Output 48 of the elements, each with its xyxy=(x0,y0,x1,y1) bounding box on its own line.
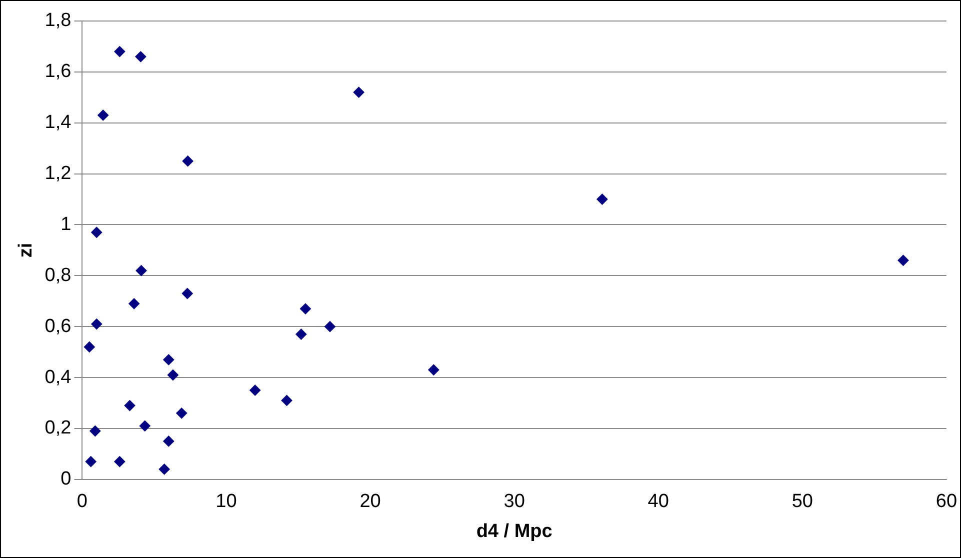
point xyxy=(136,265,147,276)
y-tick-label: 0,4 xyxy=(44,366,72,388)
point xyxy=(114,456,126,468)
point xyxy=(128,298,140,310)
point xyxy=(135,51,146,62)
point xyxy=(167,369,178,380)
point xyxy=(85,456,96,468)
point xyxy=(353,86,364,98)
point xyxy=(898,254,909,266)
x-axis-title: d4 / Mpc xyxy=(476,520,553,542)
y-tick-label: 0 xyxy=(60,468,72,490)
y-axis-title: zi xyxy=(16,242,37,258)
point xyxy=(281,394,292,406)
point xyxy=(596,194,608,205)
x-tick-label: 50 xyxy=(792,491,813,512)
x-tick-label: 20 xyxy=(360,491,381,512)
y-tick-label: 1,6 xyxy=(44,61,72,82)
x-tick-label: 60 xyxy=(936,491,958,512)
x-tick-label: 0 xyxy=(76,491,88,512)
point xyxy=(91,318,102,330)
x-tick-label: 10 xyxy=(216,491,237,512)
x-tick-label: 40 xyxy=(648,491,669,512)
point xyxy=(84,341,95,352)
point xyxy=(124,400,136,412)
point xyxy=(176,408,188,419)
point xyxy=(428,364,440,376)
y-tick-label: 1,4 xyxy=(44,112,72,134)
point xyxy=(98,110,109,121)
point xyxy=(90,426,101,437)
point xyxy=(250,384,261,396)
point xyxy=(139,420,150,432)
x-tick-label: 30 xyxy=(504,491,525,512)
point xyxy=(300,303,311,314)
point xyxy=(324,321,336,332)
point xyxy=(182,156,194,167)
y-tick-label: 0,6 xyxy=(44,316,72,337)
y-tick-label: 1,2 xyxy=(44,163,72,184)
point xyxy=(182,288,193,299)
y-tick-label: 0,8 xyxy=(44,264,72,286)
y-tick-label: 1 xyxy=(60,214,72,235)
y-tick-label: 1,8 xyxy=(44,10,72,32)
point xyxy=(163,436,174,447)
point xyxy=(114,46,126,58)
y-tick-label: 0,2 xyxy=(44,418,72,439)
point xyxy=(296,328,307,340)
point xyxy=(163,354,174,366)
point xyxy=(158,464,170,475)
point xyxy=(91,226,102,238)
